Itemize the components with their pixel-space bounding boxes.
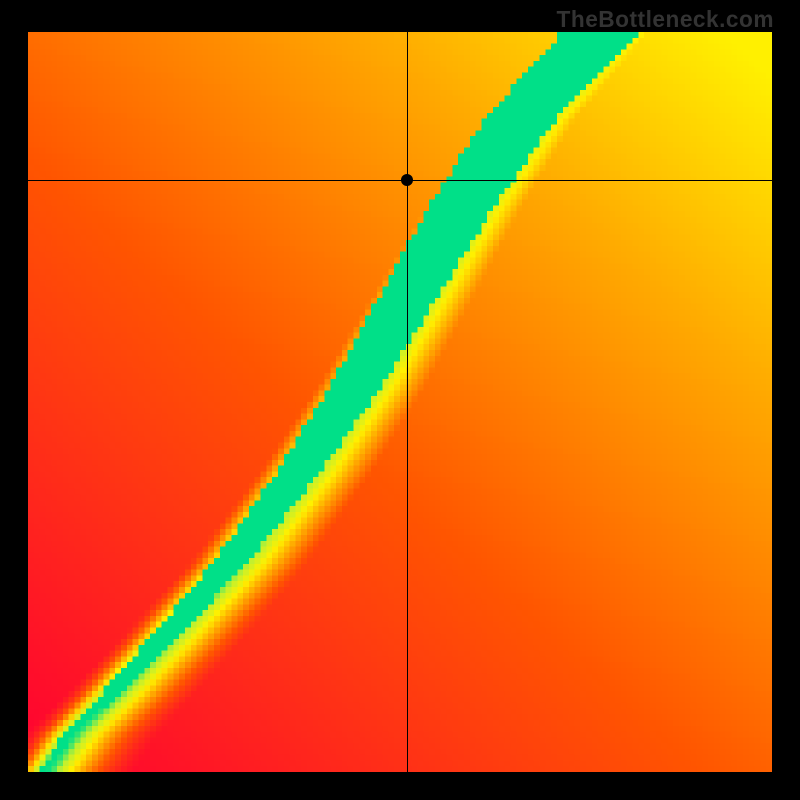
- crosshair-marker: [401, 174, 413, 186]
- crosshair-vertical: [407, 32, 408, 772]
- root: { "canvas": { "width": 800, "height": 80…: [0, 0, 800, 800]
- crosshair-horizontal: [28, 180, 772, 181]
- heatmap-canvas: [28, 32, 772, 772]
- watermark-text: TheBottleneck.com: [557, 6, 774, 33]
- heatmap-plot: [28, 32, 772, 772]
